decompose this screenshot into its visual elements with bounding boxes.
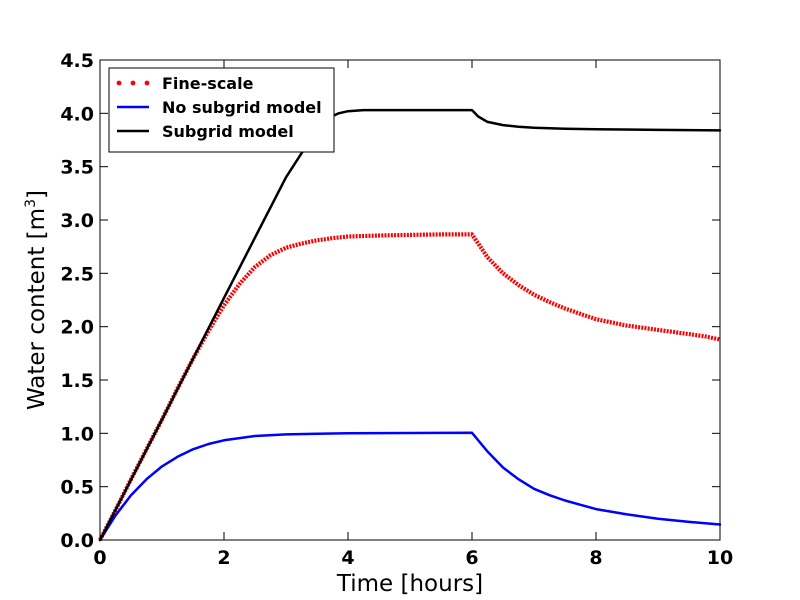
x-tick-label: 6 xyxy=(465,547,478,569)
y-tick-label: 0.0 xyxy=(60,530,94,552)
x-axis-label: Time [hours] xyxy=(336,571,483,597)
legend-marker-dot xyxy=(144,80,150,86)
ticks-layer: 0 2 4 6 8 10 0.0 0.5 1.0 1.5 2.0 2.5 3.0 3.5 4.0 4.5 xyxy=(60,50,733,569)
legend-marker-dot xyxy=(116,80,122,86)
y-tick-label: 4.5 xyxy=(60,50,94,72)
y-tick-label: 1.5 xyxy=(60,370,94,392)
plot-frame xyxy=(99,59,721,541)
x-tick-label: 8 xyxy=(589,547,602,569)
y-axis-label-superscript: 3 xyxy=(23,199,39,208)
x-tick-label: 10 xyxy=(707,547,733,569)
legend-marker-dot xyxy=(130,80,136,86)
y-axis-label: Water content [m3] xyxy=(23,190,50,410)
legend-label-subgrid-model: Subgrid model xyxy=(162,122,294,141)
y-tick-label: 4.0 xyxy=(60,103,94,125)
y-axis-label-suffix: ] xyxy=(24,190,50,199)
x-tick-label: 0 xyxy=(93,547,106,569)
legend-label-fine-scale: Fine-scale xyxy=(162,74,254,93)
y-tick-label: 2.0 xyxy=(60,317,94,339)
y-tick-label: 3.5 xyxy=(60,157,94,179)
series-layer xyxy=(98,108,722,542)
series-line-subgrid-model xyxy=(98,108,722,542)
x-tick-label: 4 xyxy=(341,547,354,569)
y-tick-label: 3.0 xyxy=(60,210,94,232)
series-line-no-subgrid-model xyxy=(98,431,722,542)
y-tick-label: 0.5 xyxy=(60,477,94,499)
legend-label-no-subgrid-model: No subgrid model xyxy=(162,98,322,117)
y-tick-label: 1.0 xyxy=(60,423,94,445)
legend: Fine-scale No subgrid model Subgrid model xyxy=(108,67,335,153)
x-tick-label: 2 xyxy=(217,547,230,569)
y-tick-label: 2.5 xyxy=(60,263,94,285)
y-axis-label-text: Water content [m xyxy=(24,208,50,410)
